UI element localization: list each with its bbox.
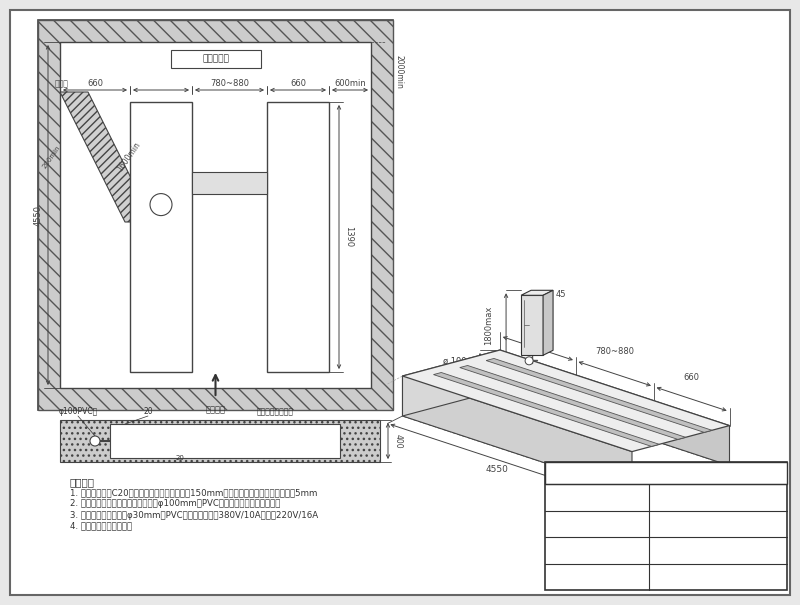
- Text: 1. 混凝土等级为C20及以上，坑底混凝土厚度为150mm以上，两地坑内水平误差不大于5mm: 1. 混凝土等级为C20及以上，坑底混凝土厚度为150mm以上，两地坑内水平误差…: [70, 488, 318, 497]
- Polygon shape: [543, 290, 553, 355]
- Text: 660: 660: [530, 322, 546, 332]
- Text: 2000min: 2000min: [394, 55, 403, 89]
- Bar: [130, 102, 192, 372]
- Text: 版 本 号：: 版 本 号：: [582, 572, 612, 582]
- Polygon shape: [402, 350, 730, 451]
- Polygon shape: [500, 350, 730, 466]
- Text: 1390: 1390: [345, 226, 354, 247]
- Bar: [170, 50, 261, 68]
- Text: 20: 20: [175, 455, 185, 461]
- Text: 780~880: 780~880: [210, 79, 249, 88]
- Text: 产品型号：: 产品型号：: [582, 492, 612, 502]
- Text: 上海巴兰仕汽车检测设备股份有限公司: 上海巴兰仕汽车检测设备股份有限公司: [610, 468, 722, 478]
- Text: 660: 660: [87, 79, 103, 88]
- Text: 图    号：: 图 号：: [582, 545, 612, 555]
- Text: 4550: 4550: [34, 204, 42, 226]
- Text: 名    称：: 名 称：: [582, 518, 612, 529]
- Text: 780~880: 780~880: [595, 347, 634, 356]
- Polygon shape: [460, 365, 686, 439]
- Text: 330: 330: [463, 362, 473, 378]
- Circle shape: [150, 194, 172, 215]
- Text: UD35D-002: UD35D-002: [686, 545, 750, 555]
- Text: 20: 20: [143, 408, 153, 416]
- Polygon shape: [434, 373, 659, 446]
- Text: RX35: RX35: [703, 492, 733, 502]
- Text: 地基图: 地基图: [708, 518, 728, 529]
- Text: 4550: 4550: [486, 465, 509, 474]
- Text: 2. 预埋控制台至地坑和两地坑间预埋φ100mm的PVC管用于穿油管、气管、电线: 2. 预埋控制台至地坑和两地坑间预埋φ100mm的PVC管用于穿油管、气管、电线: [70, 500, 280, 508]
- Text: 1600min: 1600min: [115, 140, 142, 174]
- Bar: [38, 20, 393, 410]
- Text: 45: 45: [556, 290, 566, 299]
- Polygon shape: [402, 376, 632, 492]
- Text: 4. 电控箱位置可左右互换: 4. 电控箱位置可左右互换: [70, 522, 132, 531]
- Polygon shape: [486, 358, 712, 433]
- Polygon shape: [402, 350, 500, 416]
- Text: 1800max: 1800max: [485, 306, 494, 345]
- Bar: [60, 42, 371, 388]
- Bar: [110, 424, 340, 458]
- Text: 通车方向: 通车方向: [206, 405, 226, 414]
- Bar: [60, 420, 380, 462]
- Bar: [545, 462, 787, 484]
- Text: 坡度板: 坡度板: [55, 79, 69, 88]
- Circle shape: [525, 357, 533, 365]
- Text: 660: 660: [684, 373, 700, 382]
- Text: 200min: 200min: [42, 145, 62, 169]
- Text: 3. 电源线和气源线预埋φ30mm的PVC管，电源三相为380V/10A或单相220V/16A: 3. 电源线和气源线预埋φ30mm的PVC管，电源三相为380V/10A或单相2…: [70, 511, 318, 520]
- Bar: [267, 102, 329, 372]
- Text: 1000: 1000: [572, 382, 595, 398]
- Text: 400: 400: [394, 434, 402, 448]
- Text: φ100PVC管: φ100PVC管: [58, 408, 98, 416]
- Text: A/0: A/0: [709, 572, 727, 582]
- Polygon shape: [521, 295, 543, 355]
- Text: 基础要求: 基础要求: [70, 477, 95, 487]
- Bar: [545, 462, 787, 590]
- Bar: [192, 172, 267, 194]
- Text: 660: 660: [290, 79, 306, 88]
- Text: 顶覆支撑仪: 顶覆支撑仪: [202, 54, 229, 64]
- Polygon shape: [60, 92, 153, 222]
- Text: ø 100  PVC管: ø 100 PVC管: [442, 356, 493, 365]
- Polygon shape: [521, 290, 553, 295]
- Circle shape: [90, 436, 100, 446]
- Bar: [38, 20, 393, 410]
- Text: 600min: 600min: [334, 79, 366, 88]
- Text: 坑底（混凝土面）: 坑底（混凝土面）: [257, 408, 294, 416]
